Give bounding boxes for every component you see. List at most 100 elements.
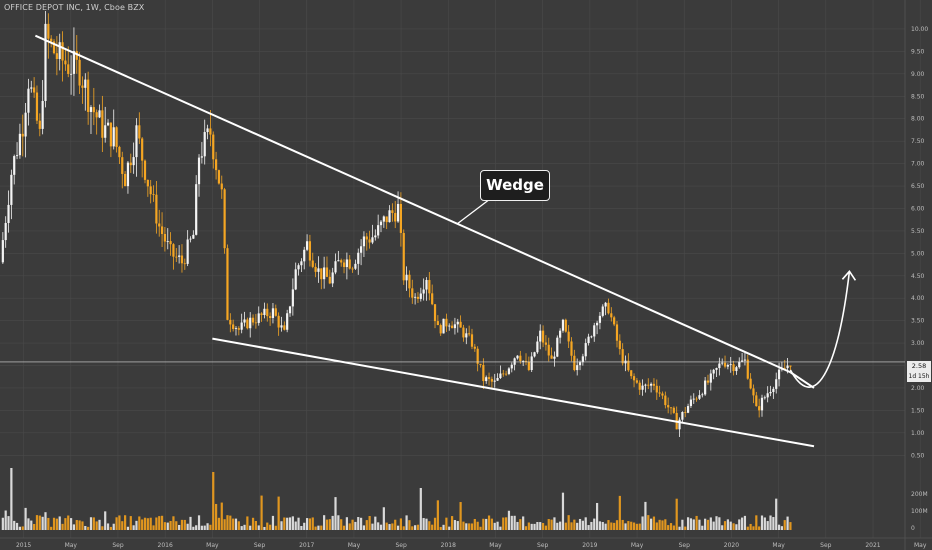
candle-body [58,42,61,59]
volume-bar [624,523,627,530]
candle-body [286,313,289,330]
candle-body [106,122,110,126]
volume-bar [124,515,127,530]
volume-bar [342,525,346,530]
candle-body [536,341,539,353]
candle-body [180,255,184,264]
candle-body [291,289,294,307]
candle-body [359,246,363,253]
projection-arrow [789,271,851,388]
candle-body [237,328,240,330]
candle-body [672,407,675,413]
candle-body [175,256,178,258]
volume-bar [570,522,573,530]
candle-body [450,325,454,329]
volume-bar [189,516,192,530]
candle-body [271,308,275,318]
volume-bar [371,523,374,530]
y-tick-label: 5.00 [911,250,925,257]
volume-bar [33,523,36,530]
candle-body [382,216,385,222]
candle-body [243,319,246,323]
x-tick-label: 2015 [16,542,31,549]
candle-body [422,289,425,294]
volume-bar [718,517,721,530]
volume-bar [777,524,781,530]
candle-body [735,367,738,372]
x-tick-label: 2021 [865,542,880,549]
candle-body [559,330,562,338]
volume-bar [237,521,240,530]
candle-body [217,170,221,184]
volume-bar [243,524,246,530]
volume-bar [749,523,752,530]
volume-bar [271,515,275,530]
x-tick-label: May [772,542,785,549]
volume-bar [254,521,257,530]
candle-body [789,365,792,367]
volume-bar [462,521,465,530]
candle-body [578,362,582,366]
volume-bar [419,487,422,530]
time-axis: 2015 May Sep 2016 May Sep 2017 May Sep 2018 May Sep… [16,542,927,549]
volume-bar [126,526,130,530]
candle-body [308,241,312,261]
candle-body [189,238,192,240]
volume-bar [553,517,556,530]
projection-arrow-head [841,269,857,281]
candle-body [240,322,243,330]
candle-body [758,406,761,411]
candle-body [44,23,47,101]
candle-body [763,397,766,399]
volume-bar [266,522,269,530]
candle-body [752,388,755,396]
volume-bar [132,525,135,530]
volume-bar [485,518,488,530]
candle-body [388,210,391,223]
volume-bar [143,517,147,530]
candle-body [638,382,641,390]
volume-bar [650,518,653,530]
candle-body [550,355,553,359]
candle-body [556,337,559,357]
candle-body [15,155,19,157]
candle-body [510,364,513,369]
volume-bar [399,518,403,530]
candle-body [87,79,90,112]
volume-bar [456,521,459,530]
volume-bar [740,517,744,530]
x-tick-label: Sep [537,542,549,549]
candle-body [610,313,613,318]
candle-body [721,362,724,364]
volume-bar [675,498,678,530]
y-tick-label: 6.00 [911,205,925,212]
candle-body [67,64,70,74]
volume-bar [251,517,255,530]
volume-bar [425,518,428,530]
volume-bar [58,516,61,530]
candle-body [598,315,602,323]
x-tick-label: Sep [254,542,266,549]
volume-bar [436,500,439,530]
candle-body [81,85,84,88]
candle-body [158,223,161,227]
candle-body [297,265,300,270]
candle-body [590,336,593,338]
candle-body [124,173,127,187]
candle-body [328,276,331,284]
candle-body [64,60,67,65]
volume-bar [516,521,519,530]
candle-body [405,274,408,281]
volume-bar [158,516,161,530]
candle-body [274,308,277,316]
candle-body [377,225,380,236]
candle-body [766,393,769,398]
volume-bar [7,516,10,530]
volume-bar [439,526,442,530]
y-tick-label: 4.50 [911,273,925,280]
volume-bar [351,519,354,530]
volume-bar [106,523,110,530]
volume-bar [10,468,13,530]
candle-body [396,203,400,222]
